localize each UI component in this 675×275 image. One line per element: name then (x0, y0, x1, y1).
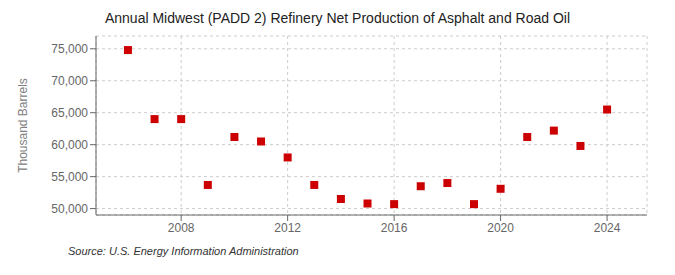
svg-text:2024: 2024 (594, 221, 621, 235)
svg-text:60,000: 60,000 (51, 138, 88, 152)
svg-text:Thousand Barrels: Thousand Barrels (16, 78, 30, 173)
svg-text:2008: 2008 (168, 221, 195, 235)
svg-text:75,000: 75,000 (51, 42, 88, 56)
html-text:Source: U.S. Energy Informatio: Source: U.S. Energy Information Administ… (68, 245, 299, 257)
svg-text:2020: 2020 (487, 221, 514, 235)
svg-text:50,000: 50,000 (51, 202, 88, 216)
svg-text:2016: 2016 (381, 221, 408, 235)
svg-text:65,000: 65,000 (51, 106, 88, 120)
svg-text:55,000: 55,000 (51, 170, 88, 184)
html-text:Annual Midwest (PADD 2) Refine: Annual Midwest (PADD 2) Refinery Net Pro… (105, 10, 570, 26)
svg-text:2012: 2012 (274, 221, 301, 235)
svg-text:70,000: 70,000 (51, 74, 88, 88)
